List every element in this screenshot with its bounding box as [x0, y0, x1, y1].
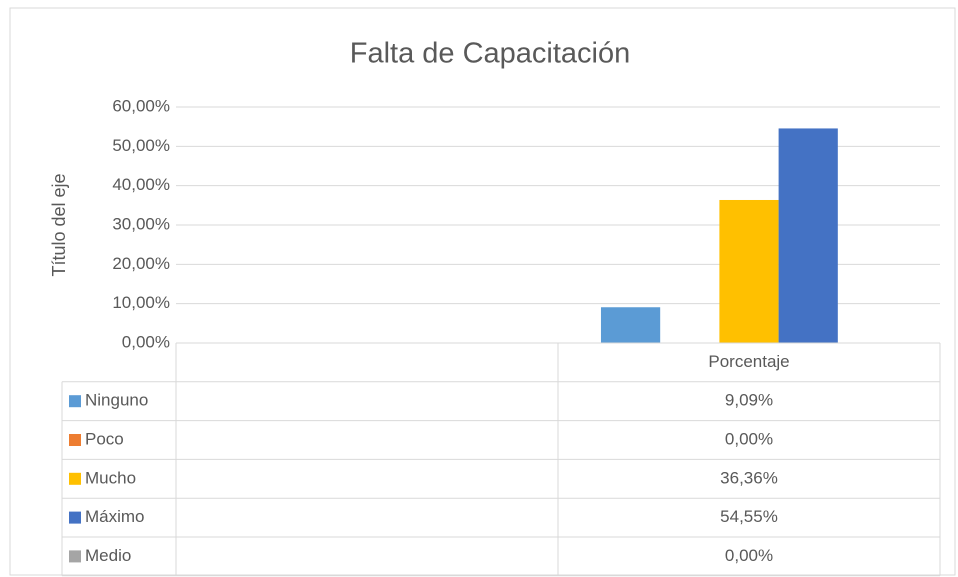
- table-value: 54,55%: [720, 507, 778, 526]
- bar: [600, 307, 661, 343]
- legend-swatch: [69, 511, 81, 524]
- legend-swatch: [69, 434, 81, 446]
- y-tick-label: 50,00%: [112, 136, 170, 155]
- bar: [719, 199, 779, 343]
- y-tick-label: 20,00%: [112, 254, 170, 273]
- legend-label: Poco: [85, 429, 124, 448]
- y-tick-label: 10,00%: [112, 293, 170, 312]
- legend-swatch: [69, 395, 81, 408]
- y-tick-label: 40,00%: [112, 175, 170, 194]
- y-tick-label: 60,00%: [112, 96, 170, 115]
- legend-label: Mucho: [85, 468, 136, 487]
- legend-swatch: [69, 550, 81, 563]
- legend-label: Máximo: [85, 507, 145, 526]
- legend-label: Ninguno: [85, 391, 148, 410]
- y-tick-label: 0,00%: [122, 332, 170, 351]
- table-value: 0,00%: [725, 546, 773, 565]
- bar: [778, 128, 838, 343]
- y-tick-label: 30,00%: [112, 214, 170, 233]
- table-value: 0,00%: [725, 429, 773, 448]
- table-value: 9,09%: [725, 391, 773, 410]
- chart-title: Falta de Capacitación: [350, 38, 631, 70]
- x-tick-label: Porcentaje: [708, 352, 789, 371]
- y-axis-title: Título del eje: [49, 173, 69, 276]
- table-value: 36,36%: [720, 468, 778, 487]
- legend-label: Medio: [85, 546, 131, 565]
- legend-swatch: [69, 472, 81, 485]
